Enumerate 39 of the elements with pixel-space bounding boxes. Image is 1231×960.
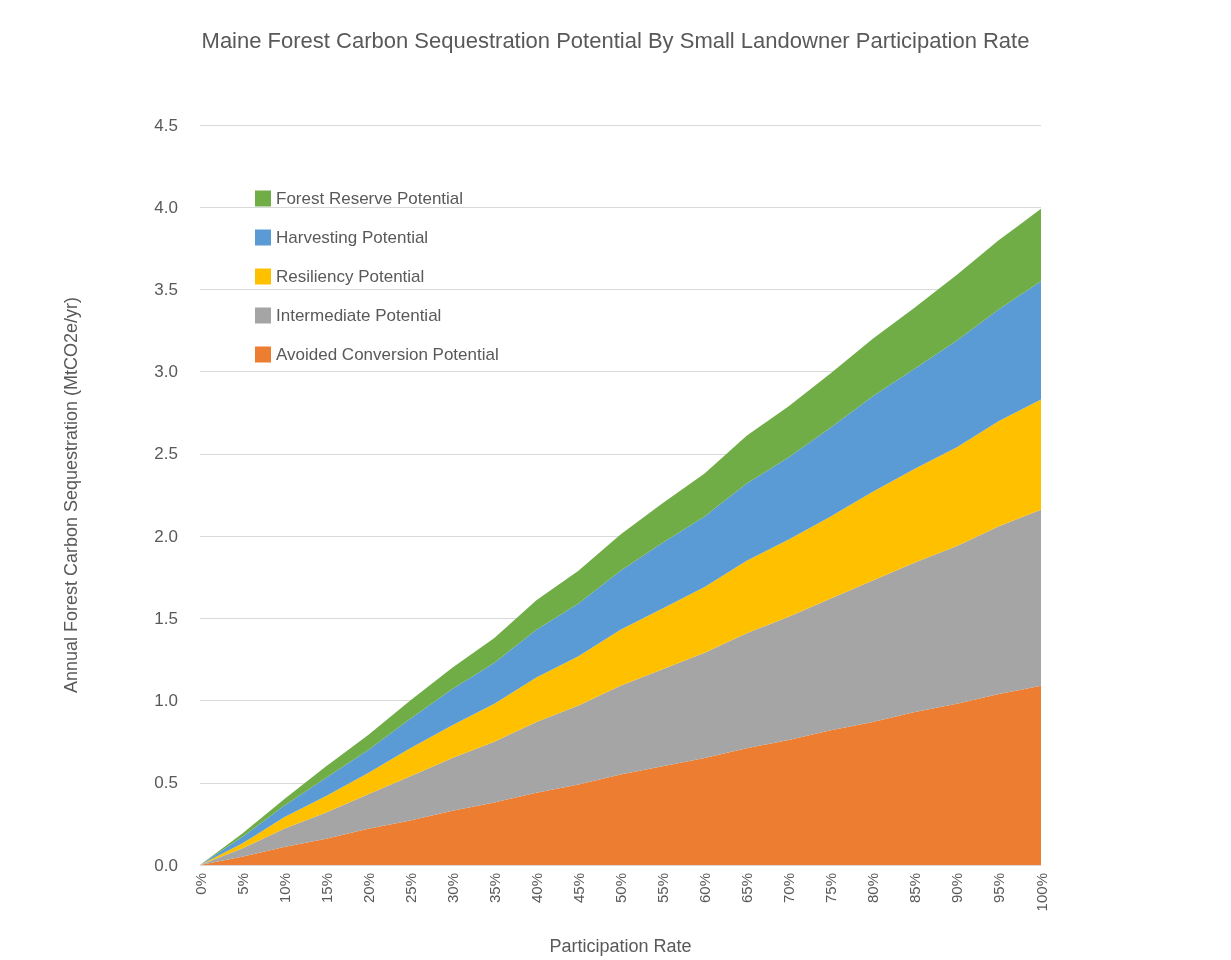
x-tick-label: 30% bbox=[443, 873, 461, 904]
y-axis-title: Annual Forest Carbon Sequestration (MtCO2e/yr) bbox=[61, 296, 81, 694]
x-tick-label: 95% bbox=[990, 873, 1008, 904]
x-tick-label: 65% bbox=[738, 873, 756, 904]
x-tick-label: 40% bbox=[527, 873, 545, 904]
x-tick-label: 80% bbox=[864, 873, 882, 904]
x-tick-label: 25% bbox=[401, 873, 419, 904]
y-tick-label: 3.0 bbox=[154, 362, 178, 382]
x-tick-label: 0% bbox=[191, 873, 209, 895]
legend-label: Resiliency Potential bbox=[276, 267, 425, 286]
legend-label: Avoided Conversion Potential bbox=[276, 345, 499, 364]
y-tick-label: 2.0 bbox=[154, 526, 178, 546]
y-tick-label: 1.0 bbox=[154, 691, 178, 711]
x-tick-label: 90% bbox=[948, 873, 966, 904]
y-tick-label: 3.5 bbox=[154, 279, 178, 299]
y-tick-label: 0.0 bbox=[154, 855, 178, 875]
x-tick-label: 60% bbox=[696, 873, 714, 904]
legend-label: Intermediate Potential bbox=[276, 306, 442, 325]
x-tick-label: 85% bbox=[906, 873, 924, 904]
chart-title: Maine Forest Carbon Sequestration Potential By Small Landowner Participation Rate bbox=[201, 27, 1030, 53]
legend-label: Harvesting Potential bbox=[276, 228, 429, 247]
y-tick-label: 4.0 bbox=[154, 197, 178, 217]
x-tick-label: 35% bbox=[485, 873, 503, 904]
x-axis-title: Participation Rate bbox=[549, 936, 692, 956]
x-tick-label: 55% bbox=[654, 873, 672, 904]
y-tick-label: 4.5 bbox=[154, 115, 178, 135]
x-tick-label: 70% bbox=[780, 873, 798, 904]
y-tick-label: 0.5 bbox=[154, 773, 178, 793]
legend-label: Forest Reserve Potential bbox=[276, 189, 464, 208]
y-tick-label: 2.5 bbox=[154, 444, 178, 464]
x-tick-label: 15% bbox=[317, 873, 335, 904]
x-tick-label: 100% bbox=[1032, 873, 1050, 912]
x-tick-label: 10% bbox=[275, 873, 293, 904]
x-tick-label: 75% bbox=[822, 873, 840, 904]
x-tick-label: 45% bbox=[569, 873, 587, 904]
x-tick-label: 5% bbox=[233, 873, 251, 895]
x-tick-label: 50% bbox=[612, 873, 629, 904]
y-tick-label: 1.5 bbox=[154, 608, 178, 628]
x-tick-label: 20% bbox=[359, 873, 377, 904]
